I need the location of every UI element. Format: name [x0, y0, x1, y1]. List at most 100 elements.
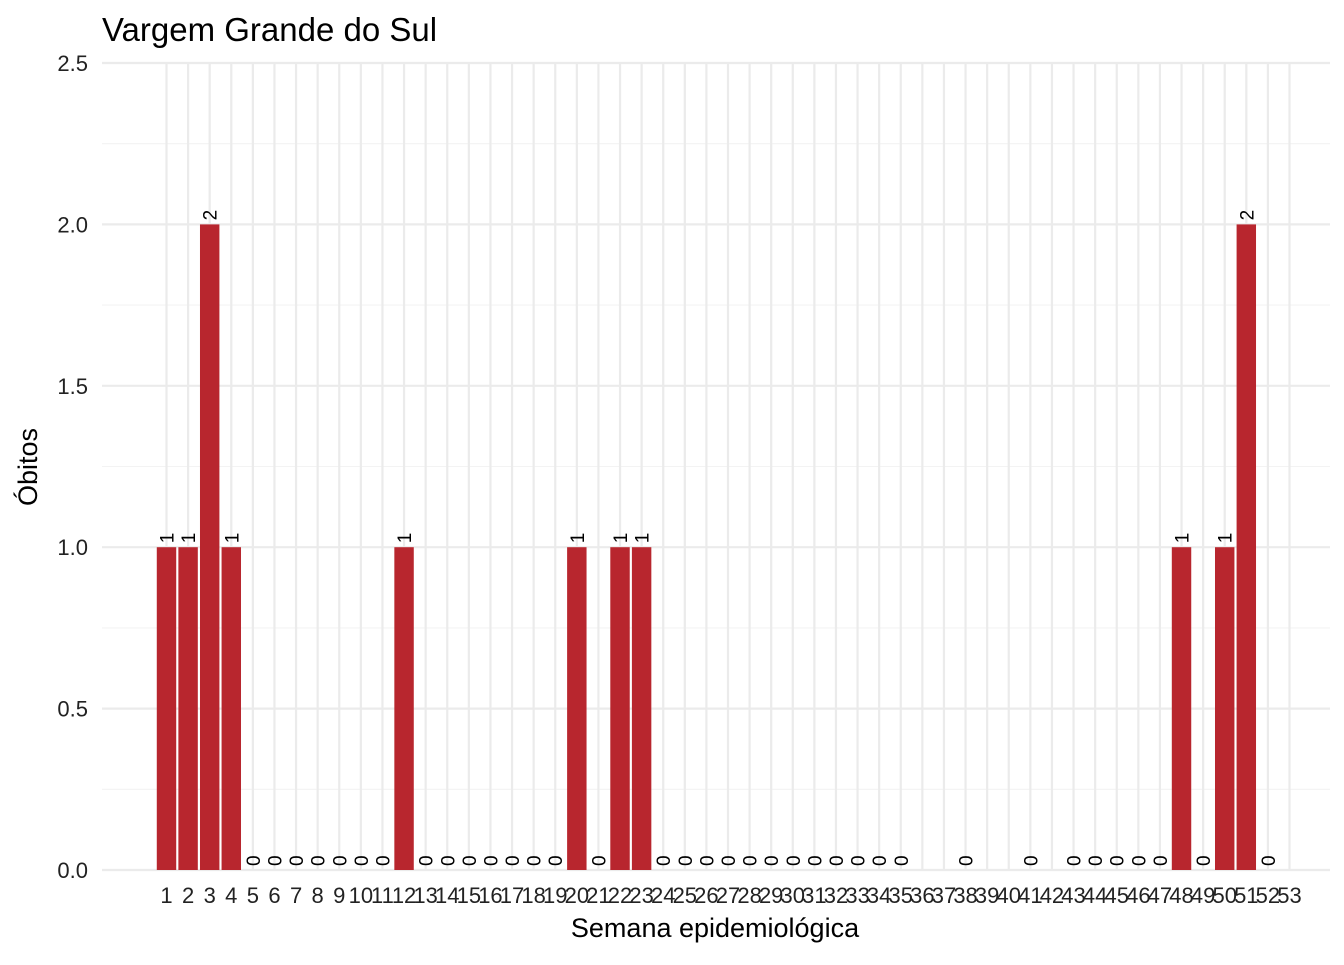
- x-tick-label: 28: [737, 883, 761, 908]
- x-tick-label: 15: [457, 883, 481, 908]
- bar-data-label: 0: [265, 855, 286, 866]
- bar-week-1: [156, 547, 177, 870]
- bar-data-label: 0: [719, 855, 740, 866]
- bar-data-label: 0: [287, 855, 308, 866]
- x-tick-label: 10: [349, 883, 373, 908]
- bar-data-label: 0: [676, 855, 697, 866]
- x-tick-label: 35: [889, 883, 913, 908]
- x-tick-label: 5: [247, 883, 259, 908]
- bar-data-label: 0: [546, 855, 567, 866]
- x-tick-label: 18: [521, 883, 545, 908]
- bar-data-label: 0: [805, 855, 826, 866]
- x-tick-label: 44: [1083, 883, 1107, 908]
- x-tick-label: 6: [268, 883, 280, 908]
- bar-data-label: 1: [568, 533, 589, 544]
- bar-data-label: 0: [1108, 855, 1129, 866]
- bar-data-label: 0: [870, 855, 891, 866]
- x-tick-label: 23: [629, 883, 653, 908]
- x-axis-tick-labels: 1 2 3 4 5 6 7 8 9 1011121314151617181920212223242…: [160, 883, 1301, 908]
- bar-data-label: 0: [957, 855, 978, 866]
- x-tick-label: 24: [651, 883, 675, 908]
- bar-data-label: 0: [1065, 855, 1086, 866]
- x-tick-label: 42: [1040, 883, 1064, 908]
- x-tick-label: 9: [333, 883, 345, 908]
- x-tick-label: 25: [673, 883, 697, 908]
- bar-data-label: 0: [417, 855, 438, 866]
- x-tick-label: 34: [867, 883, 891, 908]
- y-tick-label: 1.5: [57, 374, 88, 399]
- bar-data-label: 0: [438, 855, 459, 866]
- y-tick-label: 2.0: [57, 212, 88, 237]
- x-tick-label: 12: [392, 883, 416, 908]
- chart-title: Vargem Grande do Sul: [102, 11, 437, 48]
- bar-week-51: [1236, 224, 1257, 870]
- x-tick-label: 1: [160, 883, 172, 908]
- x-tick-label: 46: [1126, 883, 1150, 908]
- bar-data-label: 1: [611, 533, 632, 544]
- x-tick-label: 30: [781, 883, 805, 908]
- x-tick-label: 50: [1212, 883, 1236, 908]
- y-axis-tick-labels: 0.0 0.5 1.0 1.5 2.0 2.5: [57, 51, 88, 883]
- x-tick-label: 48: [1169, 883, 1193, 908]
- bar-data-label: 0: [697, 855, 718, 866]
- y-tick-label: 0.0: [57, 858, 88, 883]
- bar-data-label: 0: [589, 855, 610, 866]
- bar-week-23: [631, 547, 652, 870]
- x-tick-label: 36: [910, 883, 934, 908]
- y-tick-label: 2.5: [57, 51, 88, 76]
- bars: [156, 224, 1257, 870]
- bar-data-label: 1: [1216, 533, 1237, 544]
- y-axis-title: Óbitos: [12, 428, 43, 506]
- bar-week-3: [199, 224, 220, 870]
- x-tick-label: 8: [312, 883, 324, 908]
- x-tick-label: 41: [1018, 883, 1042, 908]
- x-tick-label: 2: [182, 883, 194, 908]
- x-tick-label: 47: [1148, 883, 1172, 908]
- x-tick-label: 40: [997, 883, 1021, 908]
- x-tick-label: 3: [204, 883, 216, 908]
- bar-data-label: 1: [222, 533, 243, 544]
- x-tick-label: 29: [759, 883, 783, 908]
- x-tick-label: 26: [694, 883, 718, 908]
- bar-data-label: 1: [395, 533, 416, 544]
- bar-data-label: 0: [373, 855, 394, 866]
- x-tick-label: 13: [413, 883, 437, 908]
- x-tick-label: 19: [543, 883, 567, 908]
- bar-data-label: 1: [158, 533, 179, 544]
- bar-data-label: 0: [352, 855, 373, 866]
- bar-data-label: 0: [827, 855, 848, 866]
- bar-data-label: 1: [179, 533, 200, 544]
- bar-data-label: 0: [330, 855, 351, 866]
- bar-data-label: 2: [201, 210, 222, 221]
- bar-data-label: 0: [654, 855, 675, 866]
- bar-week-2: [178, 547, 198, 870]
- x-tick-label: 14: [435, 883, 459, 908]
- y-tick-label: 1.0: [57, 535, 88, 560]
- bar-data-label: 1: [1173, 533, 1194, 544]
- x-tick-label: 53: [1277, 883, 1301, 908]
- bar-week-20: [567, 547, 587, 870]
- bar-data-label: 0: [460, 855, 481, 866]
- bar-data-label: 0: [309, 855, 330, 866]
- x-tick-label: 39: [975, 883, 999, 908]
- bar-data-label: 0: [741, 855, 762, 866]
- bar-data-label: 1: [633, 533, 654, 544]
- y-tick-label: 0.5: [57, 697, 88, 722]
- x-tick-label: 32: [824, 883, 848, 908]
- bar-week-4: [221, 547, 242, 870]
- x-tick-label: 17: [500, 883, 524, 908]
- x-tick-label: 20: [565, 883, 589, 908]
- bar-data-label: 0: [525, 855, 546, 866]
- bar-week-22: [610, 547, 630, 870]
- x-axis-title: Semana epidemiológica: [571, 913, 860, 943]
- x-tick-label: 16: [478, 883, 502, 908]
- bar-data-label: 0: [849, 855, 870, 866]
- x-tick-label: 11: [371, 883, 394, 908]
- bar-data-label: 0: [1194, 855, 1215, 866]
- x-tick-label: 49: [1191, 883, 1215, 908]
- x-tick-label: 37: [932, 883, 956, 908]
- x-tick-label: 4: [225, 883, 237, 908]
- x-tick-label: 51: [1234, 883, 1258, 908]
